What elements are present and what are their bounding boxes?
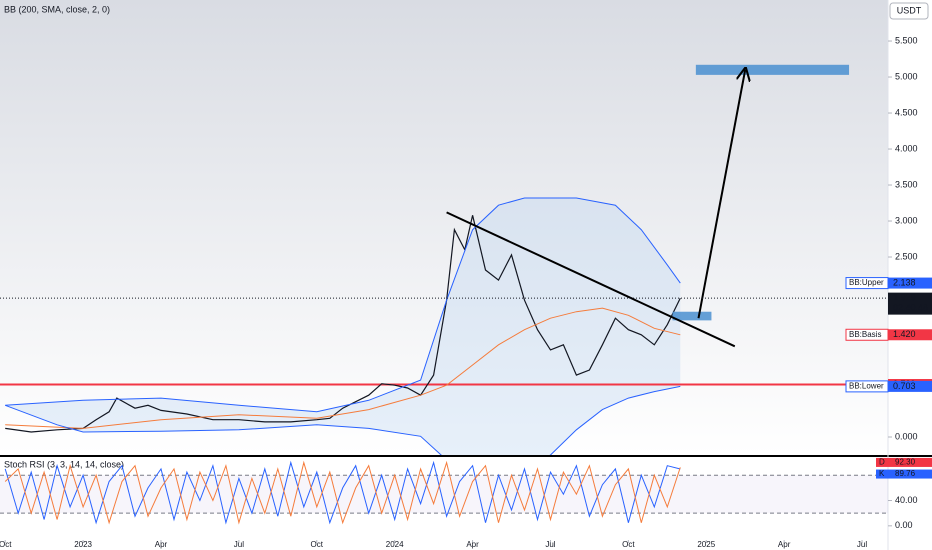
x-tick-label: Jul	[545, 540, 555, 549]
x-tick-label: Jul	[234, 540, 244, 549]
price-tag	[888, 277, 932, 289]
series-line	[5, 385, 681, 455]
stoch-tag-value: 89.76	[895, 469, 916, 478]
series-tag	[845, 380, 889, 393]
x-tick-label: Oct	[622, 540, 635, 549]
stoch-y-tick-label: 0.00	[895, 520, 913, 530]
series-tag-label: BB:Basis	[849, 330, 881, 339]
stoch-tag-name: K	[879, 469, 885, 478]
stoch-label: Stoch RSI (3, 3, 14, 14, close)	[4, 459, 124, 469]
price-tag	[888, 329, 932, 341]
band-fill	[5, 198, 681, 455]
price-tag	[888, 292, 932, 315]
stoch-line	[4, 460, 681, 525]
x-tick-label: Apr	[466, 540, 479, 549]
y-tick-label: 4.500	[895, 107, 918, 117]
target-zone	[672, 311, 712, 321]
price-tag	[888, 380, 932, 392]
series-tag	[845, 277, 889, 290]
arrow	[697, 70, 746, 319]
stoch-tag-value: 92.30	[895, 458, 916, 467]
trendline	[446, 211, 736, 348]
price-tag-value: 2.138	[893, 277, 916, 287]
series-tag-label: BB:Upper	[849, 278, 884, 287]
countdown: 02:40:48	[893, 303, 928, 313]
y-tick-label: 5.500	[895, 35, 918, 45]
y-tick-label: 2.500	[895, 251, 918, 261]
stoch-y-tick-label: 40.00	[895, 495, 918, 505]
stoch-tag	[876, 457, 932, 467]
indicator-label: BB (200, SMA, close, 2, 0)	[4, 4, 110, 14]
x-tick-label: Oct	[0, 540, 12, 549]
x-tick-label: Apr	[778, 540, 791, 549]
y-tick-label: 3.500	[895, 179, 918, 189]
currency[interactable]: USDT	[897, 5, 922, 15]
y-tick-label: 3.000	[895, 215, 918, 225]
series-tag-label: BB:Lower	[849, 381, 884, 390]
series-line	[5, 307, 681, 429]
currency-box[interactable]	[889, 2, 929, 20]
y-tick-label: 0.000	[895, 431, 918, 441]
x-tick-label: Jul	[857, 540, 867, 549]
stoch-line	[4, 460, 681, 525]
series-tag	[845, 328, 889, 341]
target-zone	[695, 64, 850, 75]
x-tick-label: 2025	[697, 540, 715, 549]
stoch-tag	[876, 469, 932, 479]
x-tick-label: 2024	[386, 540, 404, 549]
price-tag-value: 1.929	[893, 293, 916, 303]
y-tick-label: 5.000	[895, 71, 918, 81]
x-tick-label: Oct	[311, 540, 324, 549]
y-tick-label: 4.000	[895, 143, 918, 153]
stoch-tag-name: D	[879, 458, 885, 467]
price-tag-value: 1.420	[893, 329, 916, 339]
x-tick-label: 2023	[74, 540, 92, 549]
series-line	[5, 197, 681, 413]
price-tag-value: 0.703	[893, 381, 916, 391]
series-line	[5, 215, 681, 433]
x-tick-label: Apr	[155, 540, 168, 549]
